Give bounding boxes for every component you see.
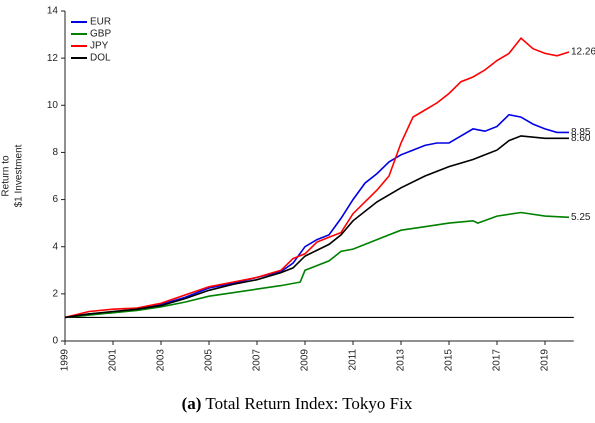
y-tick-label: 0 — [52, 336, 58, 347]
y-tick-label: 14 — [47, 6, 59, 17]
series-line — [64, 113, 569, 319]
legend-label: JPY — [90, 41, 109, 52]
end-label: 5.25 — [571, 212, 591, 223]
x-tick-label: 2011 — [348, 349, 359, 371]
series-line — [64, 36, 570, 319]
x-tick-label: 1999 — [60, 349, 71, 372]
x-tick-label: 2017 — [492, 349, 503, 372]
x-tick-label: 2007 — [252, 349, 263, 372]
x-tick-label: 2001 — [108, 349, 119, 372]
end-label: 12.26 — [571, 47, 595, 58]
caption-tag: (a) — [182, 394, 202, 413]
legend-label: GBP — [90, 29, 111, 40]
end-label: 8.60 — [571, 133, 591, 144]
y-tick-label: 2 — [52, 288, 58, 299]
x-tick-label: 2019 — [540, 349, 551, 372]
x-tick-label: 2013 — [396, 349, 407, 372]
caption-text: Total Return Index: Tokyo Fix — [205, 394, 412, 413]
y-tick-label: 4 — [52, 241, 58, 252]
x-tick-label: 2009 — [300, 349, 311, 372]
y-label-2: $1 Investment — [14, 144, 25, 207]
caption: (a) Total Return Index: Tokyo Fix — [182, 394, 413, 413]
x-tick-label: 2015 — [444, 349, 455, 372]
y-tick-label: 12 — [47, 53, 59, 64]
x-tick-label: 2005 — [204, 349, 215, 372]
x-tick-label: 2003 — [156, 349, 167, 372]
y-tick-label: 6 — [52, 194, 58, 205]
series-line — [64, 211, 570, 319]
y-tick-label: 8 — [52, 147, 58, 158]
y-label-1: Return to — [1, 155, 12, 197]
y-tick-label: 10 — [47, 100, 59, 111]
legend-label: DOL — [90, 53, 111, 64]
legend-label: EUR — [90, 17, 111, 28]
end-label: 8.85 — [571, 127, 591, 138]
series-line — [64, 135, 569, 319]
